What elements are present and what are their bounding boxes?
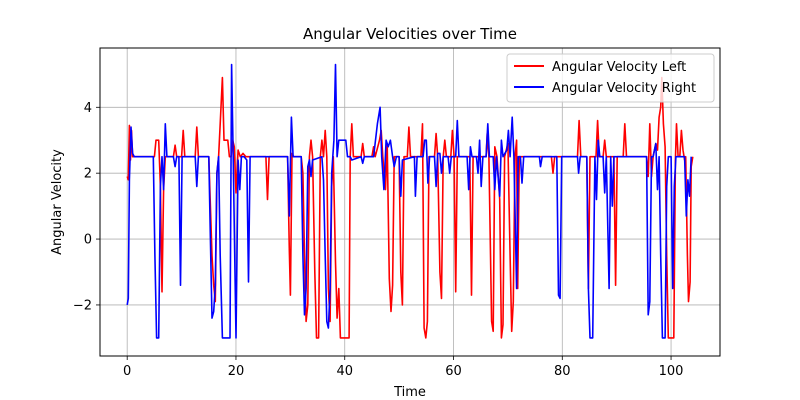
chart-title: Angular Velocities over Time (303, 25, 517, 43)
x-tick-label: 100 (659, 364, 684, 379)
x-axis-label: Time (393, 385, 426, 400)
plot-frame (99, 47, 721, 357)
x-tick-label: 0 (123, 364, 131, 379)
series-line-left (126, 76, 694, 339)
series-line-right (126, 63, 692, 339)
x-tick-label: 40 (336, 364, 353, 379)
y-tick-label: 4 (84, 101, 92, 116)
x-tick-label: 80 (554, 364, 571, 379)
legend-label-right: Angular Velocity Right (552, 81, 696, 96)
y-axis-label: Angular Velocity (50, 149, 65, 255)
legend: Angular Velocity Left Angular Velocity R… (506, 53, 715, 103)
y-tick-label: −2 (73, 298, 92, 313)
x-tick-label: 60 (445, 364, 462, 379)
legend-label-left: Angular Velocity Left (552, 60, 686, 75)
plot-data (126, 63, 694, 339)
legend-box (506, 53, 715, 103)
y-tick-label: 0 (84, 233, 92, 248)
x-tick-label: 20 (228, 364, 245, 379)
y-tick-label: 2 (84, 167, 92, 182)
axis-ticks: 0 20 40 60 80 100 −2 0 2 4 (73, 101, 684, 379)
